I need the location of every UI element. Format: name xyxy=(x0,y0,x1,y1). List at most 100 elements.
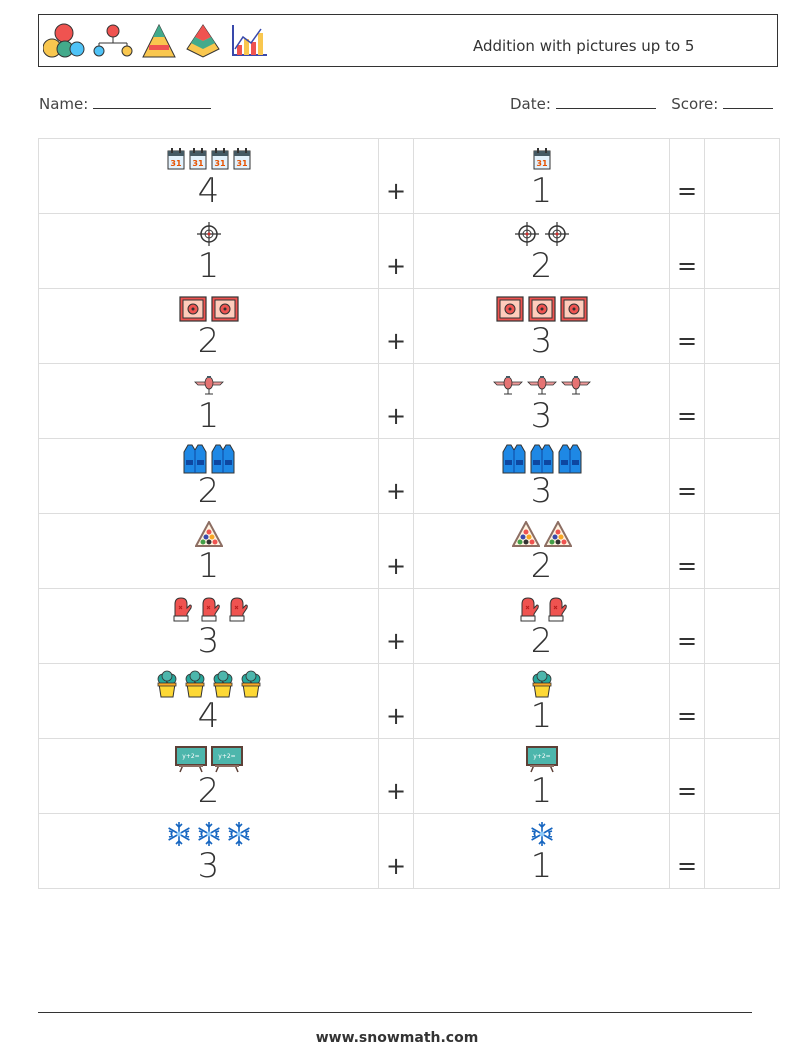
plus-cell: + xyxy=(378,738,414,814)
addend-a-cell: 2 xyxy=(38,288,379,364)
plus-cell: + xyxy=(378,438,414,514)
addend-a-number: 2 xyxy=(197,471,220,511)
addend-b-pictures: y+2= xyxy=(414,745,669,777)
plus-cell: + xyxy=(378,513,414,589)
billiard-rack-icon xyxy=(510,519,541,551)
addend-b-cell: 3 xyxy=(413,288,670,364)
addend-b-cell: 2 xyxy=(413,213,670,289)
calendar-icon: 31 xyxy=(189,147,207,175)
problems-table: 31 31 31 31 4 + 31 1 = 1 + 2 = 2 xyxy=(38,138,780,889)
billiard-rack-icon xyxy=(542,519,573,551)
addend-a-pictures: y+2= y+2= xyxy=(39,746,378,775)
answer-cell[interactable] xyxy=(704,213,780,289)
snowflake-icon xyxy=(529,821,555,851)
addend-a-number: 3 xyxy=(197,621,220,661)
addend-a-pictures xyxy=(39,222,378,250)
equals-sign: = xyxy=(676,252,698,280)
addend-b-number: 1 xyxy=(530,771,553,811)
plus-cell: + xyxy=(378,588,414,664)
billiard-rack-icon xyxy=(193,519,224,551)
addend-b-number: 3 xyxy=(530,321,553,361)
problem-row: 1 + 3 = xyxy=(38,363,780,439)
safe-icon xyxy=(527,296,556,326)
date-score-fields: Date: Score: xyxy=(510,94,774,113)
worksheet-title: Addition with pictures up to 5 xyxy=(473,37,695,55)
plus-cell: + xyxy=(378,813,414,889)
chalkboard-icon: y+2= xyxy=(525,745,558,777)
addend-a-number: 3 xyxy=(197,846,220,886)
addend-a-number: 2 xyxy=(197,771,220,811)
answer-cell[interactable] xyxy=(704,513,780,589)
problem-row: 31 31 31 31 4 + 31 1 = xyxy=(38,138,780,214)
tree-diagram-icon xyxy=(93,24,133,57)
answer-cell[interactable] xyxy=(704,738,780,814)
plus-sign: + xyxy=(385,177,407,205)
mitten-icon xyxy=(516,596,540,626)
addend-a-pictures xyxy=(39,444,378,475)
plus-sign: + xyxy=(385,627,407,655)
equals-cell: = xyxy=(669,738,705,814)
date-blank[interactable] xyxy=(555,94,656,109)
safe-icon xyxy=(178,296,207,326)
equals-cell: = xyxy=(669,138,705,214)
potted-plant-icon xyxy=(183,670,207,702)
name-blank[interactable] xyxy=(93,94,212,109)
footer-url: www.snowmath.com xyxy=(315,1030,479,1046)
safe-icon xyxy=(210,296,239,326)
addend-a-cell: 1 xyxy=(38,213,379,289)
svg-text:31: 31 xyxy=(192,159,204,168)
calendar-icon: 31 xyxy=(233,147,251,175)
airplane-icon xyxy=(492,372,523,400)
addend-a-number: 4 xyxy=(197,171,220,211)
problem-row: 2 + 3 = xyxy=(38,288,780,364)
svg-text:31: 31 xyxy=(236,159,248,168)
addend-b-cell: 31 1 xyxy=(413,138,670,214)
date-label: Date: xyxy=(510,95,551,113)
addend-a-cell: 3 xyxy=(38,588,379,664)
answer-cell[interactable] xyxy=(704,588,780,664)
plus-sign: + xyxy=(385,552,407,580)
answer-cell[interactable] xyxy=(704,288,780,364)
mitten-icon xyxy=(169,596,193,626)
answer-cell[interactable] xyxy=(704,438,780,514)
equals-cell: = xyxy=(669,588,705,664)
answer-cell[interactable] xyxy=(704,138,780,214)
problem-row: 1 + 2 = xyxy=(38,513,780,589)
addend-a-cell: 2 xyxy=(38,438,379,514)
addend-a-cell: y+2= y+2= 2 xyxy=(38,738,379,814)
addend-b-pictures xyxy=(414,670,669,700)
addend-a-pictures xyxy=(39,519,378,551)
plus-sign: + xyxy=(385,327,407,355)
mitten-icon xyxy=(197,596,221,626)
addend-b-number: 2 xyxy=(530,246,553,286)
addend-b-cell: 1 xyxy=(413,813,670,889)
addend-a-cell: 1 xyxy=(38,363,379,439)
addend-b-cell: y+2= 1 xyxy=(413,738,670,814)
svg-text:31: 31 xyxy=(170,159,182,168)
answer-cell[interactable] xyxy=(704,663,780,739)
potted-plant-icon xyxy=(155,670,179,702)
crosshair-icon xyxy=(196,221,222,251)
answer-cell[interactable] xyxy=(704,813,780,889)
problem-row: 2 + 3 = xyxy=(38,438,780,514)
vest-icon xyxy=(558,444,582,478)
equals-cell: = xyxy=(669,813,705,889)
score-blank[interactable] xyxy=(723,94,774,109)
calendar-icon: 31 xyxy=(533,147,551,175)
equals-cell: = xyxy=(669,213,705,289)
addend-b-pictures xyxy=(414,597,669,625)
answer-cell[interactable] xyxy=(704,363,780,439)
airplane-icon xyxy=(560,372,591,400)
svg-text:y+2=: y+2= xyxy=(182,753,199,760)
svg-text:y+2=: y+2= xyxy=(218,753,235,760)
addend-b-pictures xyxy=(414,296,669,326)
addend-b-number: 2 xyxy=(530,546,553,586)
problem-row: y+2= y+2= 2 + y+2= 1 = xyxy=(38,738,780,814)
equals-cell: = xyxy=(669,438,705,514)
safe-icon xyxy=(495,296,524,326)
addend-a-cell: 31 31 31 31 4 xyxy=(38,138,379,214)
addend-a-pictures xyxy=(39,372,378,400)
airplane-icon xyxy=(526,372,557,400)
equals-sign: = xyxy=(676,852,698,880)
equals-sign: = xyxy=(676,327,698,355)
